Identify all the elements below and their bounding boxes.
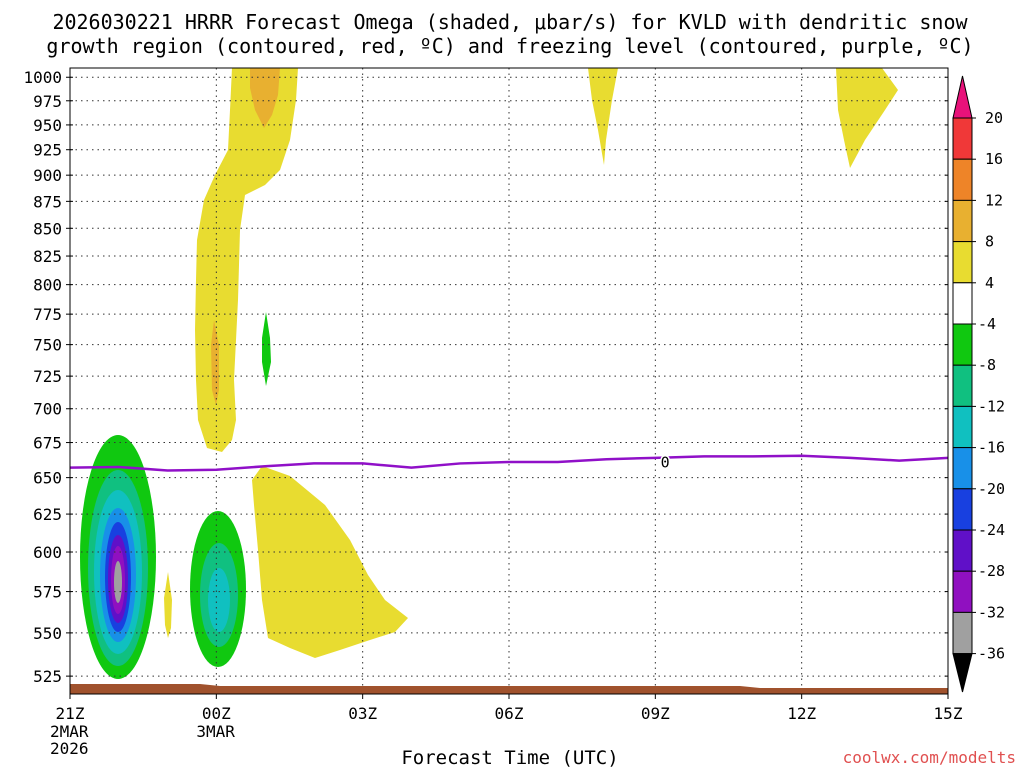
freezing-level-contour	[69, 454, 949, 472]
y-tick-label: 625	[33, 505, 62, 524]
colorbar: 20 16 12 8 4 -4 -8 -12 -16 -20 -24 -28 -32 -36	[952, 75, 1005, 693]
omega-region-yellow-small	[164, 572, 172, 638]
colorbar-segment	[952, 529, 973, 572]
y-tick-label: 950	[33, 116, 62, 135]
omega-region-orange-mid	[211, 320, 219, 405]
y-tick-label: 900	[33, 166, 62, 185]
omega-region-green-small	[262, 312, 271, 386]
colorbar-segment	[952, 611, 973, 655]
y-tick-label: 775	[33, 305, 62, 324]
y-tick-label: 600	[33, 543, 62, 562]
omega-region-orange-aloft	[250, 68, 280, 128]
colorbar-label: 20	[985, 109, 1003, 127]
x-tick-label: 21Z	[56, 704, 85, 723]
x-tick-sublabel: 2026	[50, 739, 89, 758]
credit-text: coolwx.com/modelts	[843, 748, 1016, 767]
y-tick-label: 675	[33, 434, 62, 453]
y-tick-label: 650	[33, 469, 62, 488]
y-tick-label: 750	[33, 336, 62, 355]
colorbar-segment	[952, 405, 973, 449]
y-tick-label: 875	[33, 192, 62, 211]
colorbar-label: -4	[978, 315, 996, 333]
colorbar-label: 8	[985, 233, 994, 251]
y-tick-label: 575	[33, 583, 62, 602]
y-axis: 525 550 575 600 625 650 675 700 725 750 775 800 825 8…	[23, 68, 948, 686]
colorbar-segment	[952, 282, 973, 325]
omega-second-cyan	[208, 568, 230, 632]
y-tick-label: 525	[33, 667, 62, 686]
y-tick-label: 725	[33, 367, 62, 386]
x-axis-label: Forecast Time (UTC)	[401, 747, 618, 768]
ground-terrain	[70, 684, 948, 694]
grid-lines	[70, 68, 948, 694]
colorbar-bottom-triangle	[952, 653, 973, 693]
omega-region-yellow-13z	[836, 68, 898, 168]
x-tick-label: 09Z	[641, 704, 670, 723]
x-tick-sublabel: 2MAR	[50, 722, 89, 741]
colorbar-label: -20	[978, 480, 1005, 498]
omega-core-gray	[114, 561, 122, 603]
colorbar-label: -16	[978, 439, 1005, 457]
y-tick-label: 975	[33, 92, 62, 111]
colorbar-segment	[952, 323, 973, 366]
colorbar-segment	[952, 488, 973, 531]
omega-region-yellow-aloft	[195, 68, 298, 452]
colorbar-segment	[952, 241, 973, 284]
colorbar-label: 4	[985, 274, 994, 292]
x-tick-label: 00Z	[202, 704, 231, 723]
y-tick-label: 925	[33, 141, 62, 160]
colorbar-label: -28	[978, 562, 1005, 580]
colorbar-segment	[952, 364, 973, 407]
omega-region-yellow-08z	[588, 68, 618, 165]
x-tick-label: 15Z	[934, 704, 963, 723]
y-tick-label: 550	[33, 624, 62, 643]
colorbar-label: -8	[978, 356, 996, 374]
x-tick-label: 03Z	[348, 704, 377, 723]
colorbar-label: -24	[978, 521, 1005, 539]
y-tick-label: 800	[33, 276, 62, 295]
omega-shading	[80, 68, 898, 679]
chart-title-line2: growth region (contoured, red, ºC) and f…	[46, 34, 973, 58]
x-tick-label: 06Z	[495, 704, 524, 723]
freezing-level-label: 0	[661, 454, 670, 472]
colorbar-segment	[952, 447, 973, 490]
colorbar-segment	[952, 570, 973, 613]
colorbar-segment	[952, 117, 973, 160]
chart-title-line1: 2026030221 HRRR Forecast Omega (shaded, …	[52, 10, 968, 34]
colorbar-top-triangle	[952, 75, 973, 119]
y-tick-label: 850	[33, 219, 62, 238]
x-tick-sublabel: 3MAR	[196, 722, 235, 741]
colorbar-label: -36	[978, 645, 1005, 663]
y-tick-label: 1000	[23, 68, 62, 87]
colorbar-label: -32	[978, 603, 1005, 621]
y-tick-label: 825	[33, 247, 62, 266]
x-tick-label: 12Z	[787, 704, 816, 723]
colorbar-label: 12	[985, 191, 1003, 209]
colorbar-label: -12	[978, 397, 1005, 415]
colorbar-segment	[952, 199, 973, 243]
colorbar-segment	[952, 158, 973, 201]
y-tick-label: 700	[33, 400, 62, 419]
colorbar-label: 16	[985, 150, 1003, 168]
